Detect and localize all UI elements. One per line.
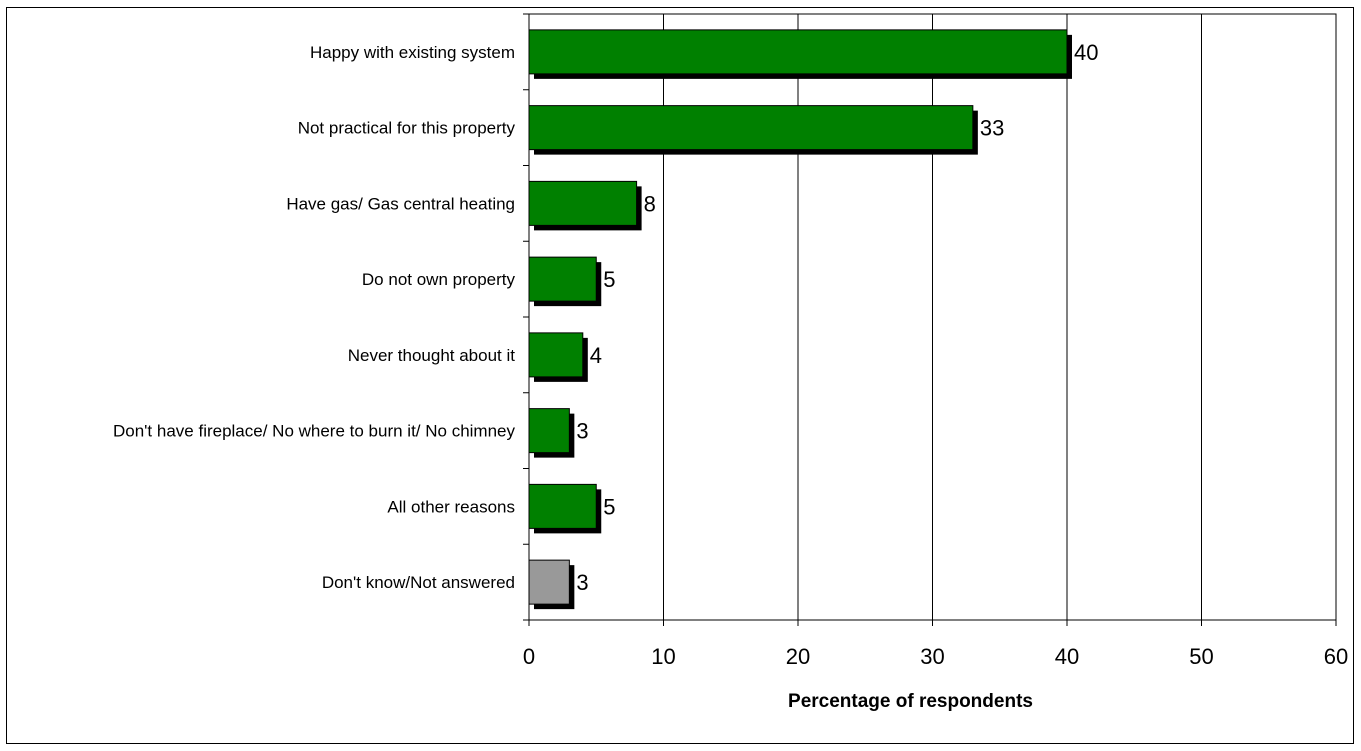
chart-frame: Happy with existing system 40 Not practica… bbox=[6, 7, 1354, 744]
bar bbox=[528, 256, 597, 302]
category-label: Happy with existing system bbox=[310, 43, 515, 62]
data-label: 33 bbox=[980, 116, 1004, 141]
category-label: Have gas/ Gas central heating bbox=[286, 194, 515, 213]
bar bbox=[528, 29, 1068, 75]
x-tick-label: 0 bbox=[523, 644, 535, 669]
bar bbox=[528, 105, 974, 151]
axes bbox=[523, 13, 1337, 626]
bar bbox=[528, 180, 638, 226]
gridlines bbox=[528, 13, 1337, 621]
bar bbox=[528, 408, 570, 454]
bars bbox=[528, 29, 1072, 610]
data-label: 3 bbox=[576, 570, 588, 595]
bar bbox=[528, 559, 570, 605]
data-label: 40 bbox=[1074, 40, 1098, 65]
x-tick-label: 60 bbox=[1324, 644, 1348, 669]
data-label: 5 bbox=[603, 267, 615, 292]
data-label: 5 bbox=[603, 494, 615, 519]
data-label: 3 bbox=[576, 419, 588, 444]
x-tick-label: 10 bbox=[651, 644, 675, 669]
category-label: Not practical for this property bbox=[298, 119, 516, 138]
category-label: Don't know/Not answered bbox=[322, 573, 515, 592]
x-tick-label: 30 bbox=[920, 644, 944, 669]
category-label: Don't have fireplace/ No where to burn i… bbox=[113, 422, 515, 441]
x-tick-label: 20 bbox=[786, 644, 810, 669]
data-label: 8 bbox=[644, 191, 656, 216]
data-label: 4 bbox=[590, 343, 602, 368]
category-label: All other reasons bbox=[387, 497, 515, 516]
category-label: Never thought about it bbox=[348, 346, 516, 365]
bar bbox=[528, 332, 584, 378]
x-axis-title: Percentage of respondents bbox=[788, 691, 1033, 712]
bar bbox=[528, 483, 597, 529]
x-tick-label: 50 bbox=[1189, 644, 1213, 669]
category-label: Do not own property bbox=[362, 270, 516, 289]
x-tick-label: 40 bbox=[1055, 644, 1079, 669]
